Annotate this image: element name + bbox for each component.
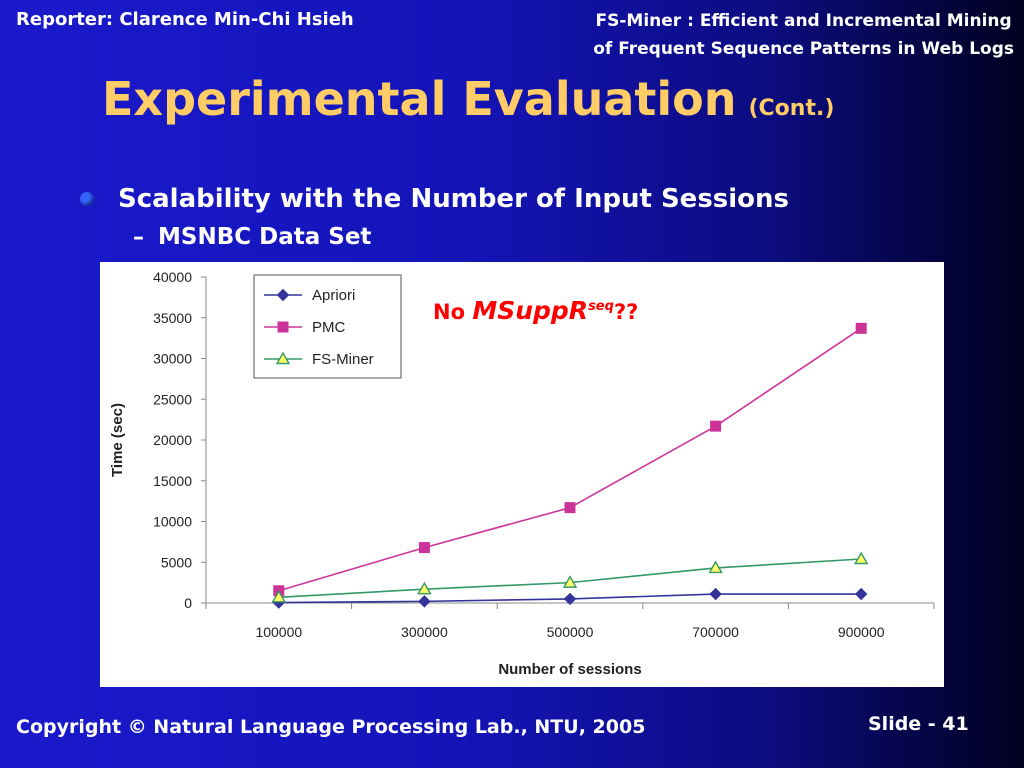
data-point-apriori: [709, 587, 722, 601]
legend-marker-fs-miner: [275, 351, 291, 365]
bullet-item: Scalability with the Number of Input Ses…: [80, 184, 789, 214]
data-point-fs-miner: [562, 575, 578, 588]
y-axis-title: Time (sec): [109, 403, 126, 477]
x-tick-label: 100000: [255, 624, 302, 640]
x-tick-label: 700000: [692, 624, 739, 640]
data-point-fs-miner: [853, 551, 869, 565]
annotation-superscript: seq: [588, 299, 614, 314]
bullet-dot-icon: [80, 192, 94, 206]
x-tick-label: 300000: [401, 624, 448, 640]
data-point-fs-miner: [271, 589, 287, 603]
reporter-label: Reporter: Clarence Min-Chi Hsieh: [16, 9, 354, 30]
sub-bullet-item: – MSNBC Data Set: [133, 224, 371, 250]
legend-label-pmc: PMC: [312, 319, 346, 336]
y-tick-label: 25000: [153, 391, 192, 407]
data-point-apriori: [418, 595, 431, 608]
chart-panel: 0 5000 10000 15000 20000 25000 30000 35000 40000…: [100, 262, 944, 687]
paper-title-line-2: of Frequent Sequence Patterns in Web Log…: [593, 39, 1014, 59]
data-point-pmc: [855, 322, 867, 334]
annotation-prefix: No: [433, 300, 472, 324]
y-tick-label: 10000: [153, 514, 192, 530]
y-tick-label: 30000: [153, 351, 192, 367]
data-point-apriori: [854, 587, 868, 601]
sub-bullet-dash: –: [133, 224, 144, 250]
slide-number: Slide - 41: [868, 713, 969, 735]
y-tick-label: 0: [184, 595, 192, 611]
slide-title-suffix: (Cont.): [748, 96, 835, 121]
paper-title: FS-Miner : Efficient and Incremental Min…: [593, 7, 1014, 63]
x-tick-label: 500000: [547, 624, 594, 640]
data-point-apriori: [563, 592, 577, 606]
line-chart: 0 5000 10000 15000 20000 25000 30000 35000 40000…: [109, 269, 935, 678]
data-point-fs-miner: [708, 560, 723, 574]
legend-marker-pmc: [277, 321, 289, 333]
annotation-text: No MSuppRseq??: [433, 296, 638, 325]
slide-title: Experimental Evaluation (Cont.): [102, 72, 834, 126]
sub-bullet-text: MSNBC Data Set: [158, 224, 372, 250]
annotation-suffix: ??: [614, 300, 638, 324]
y-tick-label: 20000: [153, 432, 192, 448]
copyright-footer: Copyright © Natural Language Processing …: [16, 716, 646, 738]
x-axis-title: Number of sessions: [498, 661, 641, 678]
y-tick-label: 15000: [153, 473, 192, 489]
y-tick-label: 40000: [153, 269, 192, 285]
paper-title-line-1: FS-Miner : Efficient and Incremental Min…: [595, 11, 1012, 31]
data-point-pmc: [564, 502, 576, 514]
legend-label-fs-miner: FS-Miner: [312, 351, 374, 368]
y-tick-label: 35000: [153, 310, 192, 326]
slide-title-main: Experimental Evaluation: [102, 72, 737, 126]
bullet-text: Scalability with the Number of Input Ses…: [118, 184, 790, 214]
data-point-fs-miner: [417, 581, 432, 595]
x-tick-label: 900000: [838, 624, 885, 640]
annotation-term: MSuppR: [472, 296, 588, 325]
legend-marker-apriori: [276, 288, 290, 302]
data-point-pmc: [418, 542, 430, 554]
legend-label-apriori: Apriori: [312, 287, 355, 304]
y-tick-label: 5000: [161, 554, 192, 570]
data-point-pmc: [710, 420, 722, 432]
